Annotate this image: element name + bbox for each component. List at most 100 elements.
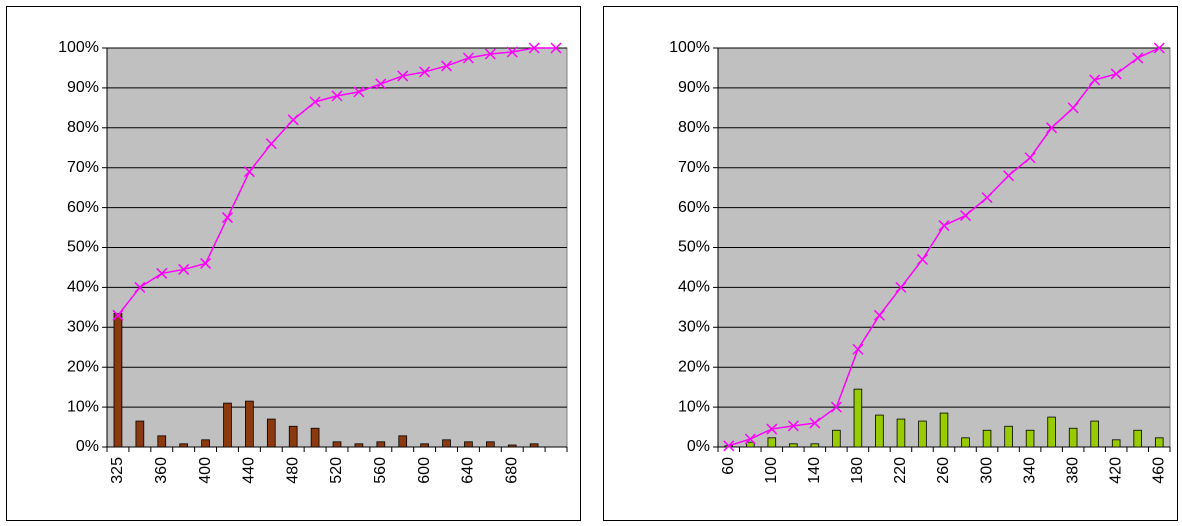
bar <box>1111 439 1121 448</box>
bar <box>1004 425 1013 448</box>
line-marker <box>265 138 277 150</box>
y-tick-label: 0% <box>687 438 710 455</box>
bar <box>746 441 755 448</box>
line-marker <box>440 60 453 72</box>
y-tick-label: 40% <box>678 279 710 296</box>
line-marker <box>1003 170 1015 182</box>
y-tick-label: 10% <box>67 398 99 415</box>
y-tick-label: 0% <box>76 438 99 455</box>
line-marker <box>1110 68 1122 80</box>
bar <box>1133 429 1142 448</box>
line-marker <box>873 309 885 321</box>
x-tick-label: 420 <box>1107 457 1124 484</box>
bar <box>507 444 517 448</box>
bar <box>135 420 145 448</box>
line-marker <box>1089 74 1101 86</box>
line-marker <box>723 440 735 452</box>
line-marker <box>1132 52 1144 64</box>
bar <box>939 412 949 448</box>
line-marker <box>134 281 146 293</box>
line-marker <box>938 220 950 232</box>
line-marker <box>766 423 778 435</box>
line-marker <box>1153 42 1165 54</box>
bar <box>332 441 342 448</box>
y-tick-label: 90% <box>678 79 710 96</box>
y-tick-label: 70% <box>678 159 710 176</box>
x-tick-label: 400 <box>197 457 214 484</box>
line-marker <box>112 309 124 321</box>
line-marker <box>178 263 190 275</box>
bar <box>789 443 798 448</box>
line-marker <box>419 66 431 78</box>
bar <box>245 400 254 448</box>
x-tick-label: 220 <box>892 457 909 484</box>
y-tick-label: 100% <box>669 39 710 56</box>
y-tick-label: 80% <box>678 119 710 136</box>
x-tick-label: 680 <box>503 457 520 484</box>
line-marker <box>830 401 842 413</box>
bar <box>1025 429 1035 448</box>
line-marker <box>200 257 212 269</box>
y-tick-label: 60% <box>67 199 99 216</box>
y-tick-label: 10% <box>678 398 710 415</box>
bar <box>918 420 927 448</box>
x-tick-label: 360 <box>153 457 170 484</box>
line-marker <box>895 281 907 293</box>
bar <box>485 441 495 448</box>
line-marker <box>353 86 365 98</box>
line-marker <box>221 212 234 224</box>
x-tick-label: 260 <box>935 457 952 484</box>
line-marker <box>484 48 496 60</box>
bar <box>398 435 408 448</box>
x-tick-label: 600 <box>416 457 433 484</box>
x-tick-label: 325 <box>109 457 126 484</box>
bar <box>442 439 451 448</box>
bar <box>288 425 298 448</box>
y-tick-label: 60% <box>678 199 710 216</box>
line-marker <box>462 52 474 64</box>
x-tick-label: 340 <box>1021 457 1038 484</box>
y-tick-label: 100% <box>58 39 99 56</box>
x-tick-label: 520 <box>328 457 345 484</box>
y-tick-label: 90% <box>67 79 99 96</box>
bar <box>464 441 473 448</box>
line-marker <box>309 96 321 108</box>
bar <box>1154 437 1164 448</box>
bar <box>354 443 364 448</box>
y-tick-label: 20% <box>678 358 710 375</box>
line-marker <box>959 210 972 222</box>
bar <box>157 435 167 448</box>
bar <box>1047 416 1056 448</box>
x-tick-label: 480 <box>284 457 301 484</box>
bar <box>961 437 970 448</box>
line-marker <box>331 90 343 102</box>
bar <box>223 402 232 448</box>
bar <box>810 443 820 448</box>
x-tick-label: 60 <box>720 457 737 475</box>
y-tick-label: 50% <box>678 239 710 256</box>
line-marker <box>787 420 799 432</box>
x-tick-label: 460 <box>1150 457 1167 484</box>
line-marker <box>916 253 929 266</box>
x-tick-label: 440 <box>241 457 258 484</box>
bar <box>767 437 777 448</box>
bar <box>179 443 189 448</box>
bar <box>896 418 906 448</box>
line-marker <box>1067 102 1079 114</box>
line-marker <box>156 267 168 279</box>
line-marker <box>981 192 993 204</box>
y-tick-label: 20% <box>67 358 99 375</box>
line-marker <box>243 166 255 178</box>
line-marker <box>744 433 756 445</box>
line-marker <box>550 42 562 54</box>
bar <box>832 429 841 448</box>
line-marker <box>528 42 540 54</box>
line-marker <box>506 46 518 58</box>
bar <box>875 414 884 448</box>
y-tick-label: 30% <box>67 319 99 336</box>
y-tick-label: 50% <box>67 239 99 256</box>
line-marker <box>375 78 387 90</box>
bar <box>201 439 210 448</box>
bar <box>853 388 863 448</box>
